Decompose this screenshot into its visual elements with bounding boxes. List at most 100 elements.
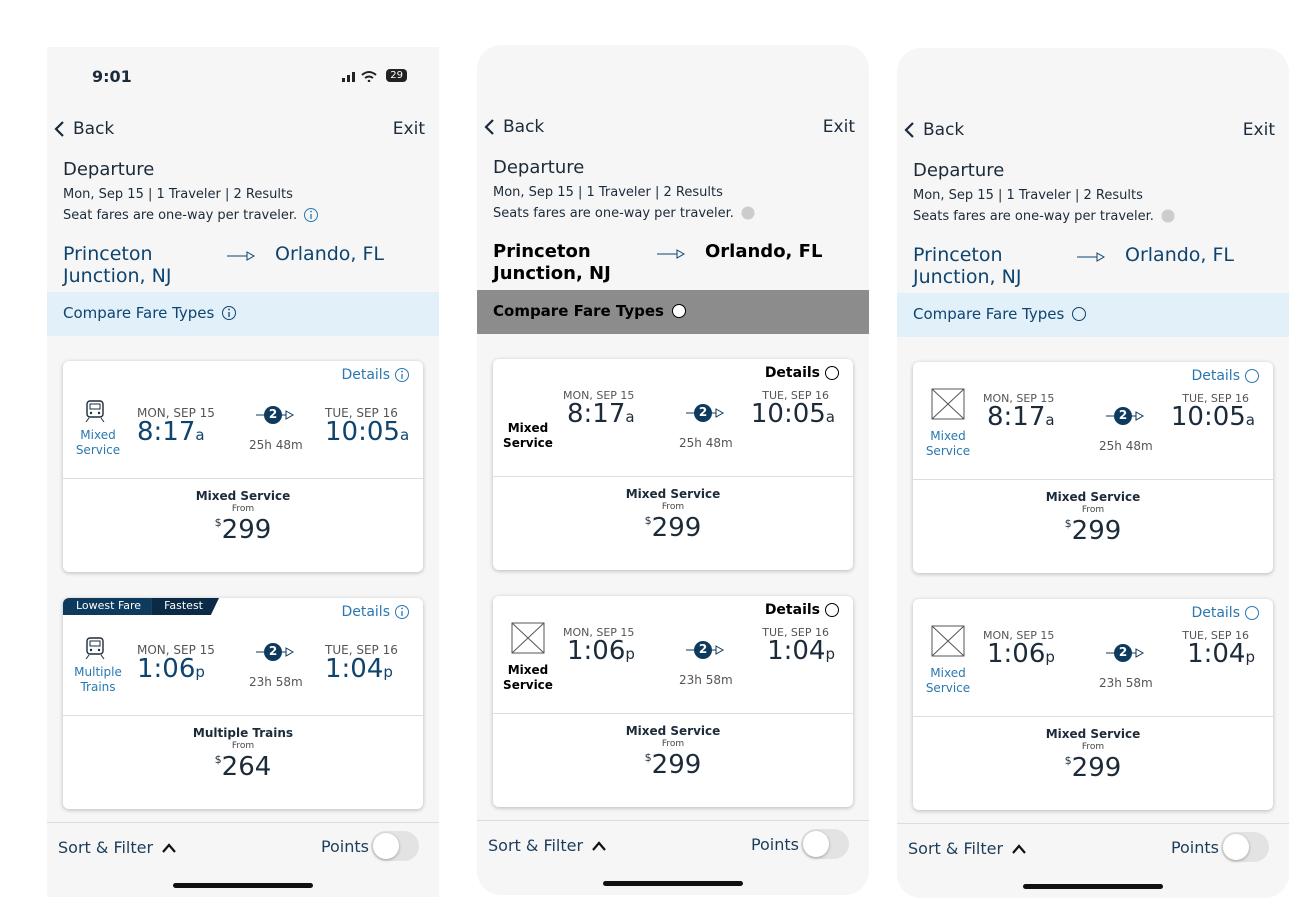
origin-station: Princeton Junction, NJ bbox=[63, 243, 172, 287]
trip-duration: 25h 48m bbox=[249, 438, 303, 452]
card-divider bbox=[63, 715, 423, 716]
from-label: From bbox=[1081, 742, 1105, 752]
trip-summary: Mon, Sep 15 | 1 Traveler | 2 Results bbox=[913, 188, 1143, 203]
info-icon bbox=[1245, 606, 1259, 620]
depart-suffix: a bbox=[1045, 411, 1055, 429]
details-label: Details bbox=[1191, 605, 1240, 621]
details-link[interactable]: Details bbox=[1191, 368, 1260, 384]
phone-screen: Back Exit Departure Mon, Sep 15 | 1 Travele… bbox=[897, 48, 1289, 898]
badges: Lowest Fare Fastest bbox=[63, 598, 219, 615]
train-card[interactable]: Details Mixed Service MON, SEP 15 8:17a 2 25h… bbox=[913, 362, 1273, 573]
info-icon bbox=[304, 208, 319, 222]
badge: Fastest bbox=[151, 598, 219, 615]
points-toggle[interactable] bbox=[801, 829, 849, 859]
currency: $ bbox=[1064, 517, 1072, 530]
from-label: From bbox=[231, 504, 255, 514]
details-label: Details bbox=[341, 604, 390, 620]
placeholder-icon bbox=[931, 625, 965, 661]
depart-date: MON, SEP 15 bbox=[983, 629, 1055, 642]
depart-suffix: p bbox=[625, 645, 635, 663]
trip-summary: Mon, Sep 15 | 1 Traveler | 2 Results bbox=[63, 187, 293, 202]
arrow-icon bbox=[657, 249, 686, 259]
depart-date: MON, SEP 15 bbox=[563, 626, 635, 639]
stops-count: 2 bbox=[1118, 408, 1128, 422]
exit-button[interactable]: Exit bbox=[392, 119, 425, 139]
details-link[interactable]: Details bbox=[1191, 605, 1260, 621]
train-card[interactable]: Lowest Fare Fastest Details Multiple Trains… bbox=[63, 598, 423, 809]
details-link[interactable]: Details bbox=[341, 367, 410, 383]
service-type: Mixed Service bbox=[75, 428, 121, 457]
train-card[interactable]: Details Mixed Service MON, SEP 15 1:06p 2 23h… bbox=[493, 596, 853, 807]
stops-graphic bbox=[256, 404, 296, 430]
fare-note-text: Seats fares are one-way per traveler. bbox=[913, 208, 1154, 224]
card-divider bbox=[493, 476, 853, 477]
arrive-time: 10:05a bbox=[751, 399, 835, 429]
trip-duration: 23h 58m bbox=[1099, 676, 1153, 690]
home-indicator bbox=[1023, 884, 1163, 889]
back-button[interactable]: Back bbox=[53, 119, 114, 139]
exit-button[interactable]: Exit bbox=[822, 117, 855, 137]
service-type: Mixed Service bbox=[925, 429, 971, 458]
train-card[interactable]: Details Mixed Service MON, SEP 15 8:17a 2 25h… bbox=[493, 359, 853, 570]
depart-time: 1:06p bbox=[567, 636, 635, 666]
service-type: Mixed Service bbox=[925, 666, 971, 695]
train-card[interactable]: Details Mixed Service MON, SEP 15 1:06p 2 23h… bbox=[913, 599, 1273, 810]
arrive-time: 10:05a bbox=[325, 417, 409, 447]
stops-icon bbox=[686, 404, 725, 422]
currency: $ bbox=[214, 753, 222, 766]
route-arrow bbox=[657, 245, 686, 264]
sort-filter[interactable]: Sort & Filter bbox=[58, 838, 177, 857]
stops-graphic bbox=[686, 639, 726, 665]
info-icon bbox=[222, 306, 237, 320]
arrow-icon bbox=[1077, 252, 1106, 262]
depart-date: MON, SEP 15 bbox=[983, 392, 1055, 405]
stops-graphic bbox=[686, 402, 726, 428]
currency: $ bbox=[644, 514, 652, 527]
compare-fare-types[interactable]: Compare Fare Types bbox=[63, 304, 237, 322]
trip-duration: 25h 48m bbox=[1099, 439, 1153, 453]
chevron-up bbox=[592, 840, 606, 851]
chevron-up bbox=[1012, 843, 1026, 854]
depart-date: MON, SEP 15 bbox=[137, 643, 215, 657]
stops-icon bbox=[1106, 407, 1145, 425]
arrive-date: TUE, SEP 16 bbox=[325, 406, 398, 420]
arrive-time-value: 1:04 bbox=[767, 636, 826, 666]
from-label: From bbox=[661, 739, 685, 749]
exit-button[interactable]: Exit bbox=[1242, 120, 1275, 140]
chevron-icon bbox=[484, 119, 494, 135]
compare-fare-types[interactable]: Compare Fare Types bbox=[493, 302, 687, 320]
points-toggle[interactable] bbox=[371, 831, 419, 861]
sort-filter[interactable]: Sort & Filter bbox=[488, 836, 607, 855]
back-button[interactable]: Back bbox=[903, 120, 964, 140]
depart-time-value: 1:06 bbox=[567, 636, 626, 666]
stops-count: 2 bbox=[698, 405, 708, 419]
details-label: Details bbox=[764, 365, 820, 381]
details-link[interactable]: Details bbox=[341, 604, 410, 620]
back-button[interactable]: Back bbox=[483, 117, 544, 137]
home-indicator bbox=[173, 883, 313, 888]
details-link[interactable]: Details bbox=[765, 365, 840, 381]
train-card[interactable]: Details Mixed Service MON, SEP 15 8:17a 2 25h… bbox=[63, 361, 423, 572]
stops-icon bbox=[256, 643, 295, 661]
arrive-time-value: 10:05 bbox=[325, 417, 400, 447]
depart-time-value: 8:17 bbox=[987, 402, 1046, 432]
points-label: Points bbox=[750, 835, 799, 854]
depart-suffix: p bbox=[195, 663, 205, 681]
info-icon bbox=[395, 605, 409, 619]
arrive-time: 1:04p bbox=[767, 636, 835, 666]
fare-price: $264 bbox=[63, 752, 423, 782]
sort-filter[interactable]: Sort & Filter bbox=[908, 839, 1027, 858]
compare-label: Compare Fare Types bbox=[63, 304, 215, 322]
details-label: Details bbox=[1191, 368, 1240, 384]
compare-band: Compare Fare Types bbox=[477, 290, 869, 334]
stops-icon bbox=[1106, 644, 1145, 662]
fare-note: Seat fares are one-way per traveler. bbox=[63, 207, 319, 223]
page-title: Departure bbox=[493, 157, 585, 178]
compare-fare-types[interactable]: Compare Fare Types bbox=[913, 305, 1087, 323]
arrive-date: TUE, SEP 16 bbox=[762, 389, 829, 402]
points-toggle[interactable] bbox=[1221, 832, 1269, 862]
trip-summary: Mon, Sep 15 | 1 Traveler | 2 Results bbox=[493, 185, 723, 200]
page-title: Departure bbox=[63, 159, 155, 180]
arrive-time-value: 10:05 bbox=[1170, 402, 1246, 432]
details-link[interactable]: Details bbox=[765, 602, 840, 618]
